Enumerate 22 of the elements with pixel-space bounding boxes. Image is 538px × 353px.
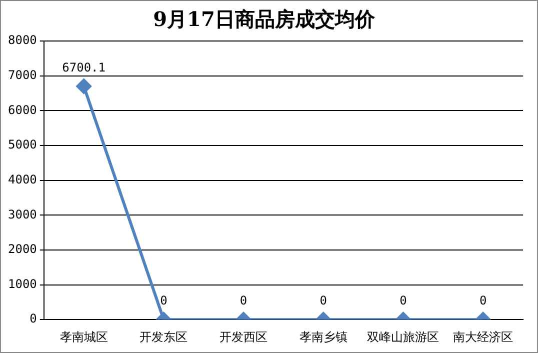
y-tick-label: 4000 [8,172,37,186]
y-tick-label: 7000 [8,68,37,82]
y-tick-label: 6000 [8,102,37,117]
x-tick-label: 双峰山旅游区 [367,330,440,344]
chart-title: 9月17日商品房成交均价 [153,7,376,32]
x-tick-label: 开发东区 [140,330,188,344]
data-label: 6700.1 [62,60,106,74]
data-label: 0 [479,294,487,308]
x-tick-label: 孝南城区 [60,330,108,344]
y-tick-label: 0 [30,312,37,326]
y-tick-label: 3000 [8,207,37,222]
y-tick-label: 1000 [8,276,37,291]
x-tick-label: 开发西区 [220,330,268,344]
data-label: 0 [240,294,248,308]
y-tick-label: 8000 [8,33,37,48]
x-tick-label: 孝南乡镇 [299,330,348,344]
x-tick-label: 南大经济区 [453,330,514,344]
y-tick-label: 5000 [8,138,37,152]
data-label: 0 [160,294,168,308]
y-tick-label: 2000 [8,242,37,256]
data-label: 0 [400,294,407,308]
data-label: 0 [320,294,327,308]
